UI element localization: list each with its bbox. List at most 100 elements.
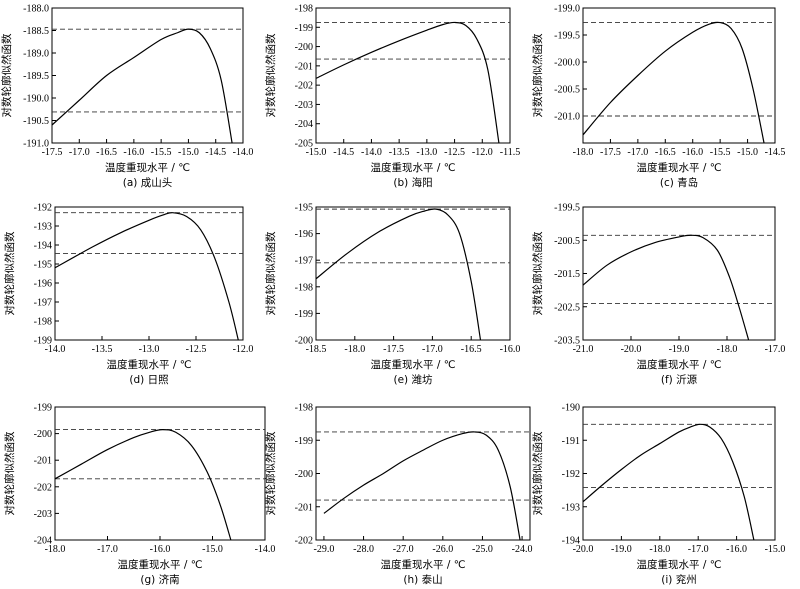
x-tick-label: -14.0 [255,544,276,555]
x-axis-label: 温度重现水平 / ℃ [106,358,191,371]
x-tick-label: -15.0 [202,544,223,555]
panel-caption: (f) 沂源 [661,373,698,386]
plot-frame [582,406,776,541]
y-tick-label: -189.0 [23,49,49,60]
y-tick-label: -200.5 [554,85,580,96]
chart-panel-6: -21.0 -20.0 -19.0 -18.0 -17.0 -199.5 -200.5 -20… [531,203,785,387]
y-tick-label: -203 [295,100,313,111]
y-tick-label: -188.5 [23,26,49,37]
x-tick-label: -15.0 [765,544,786,555]
y-tick-label: -198 [295,4,313,15]
x-tick-label: -13.5 [92,344,113,355]
y-tick-label: -198 [295,403,313,414]
likelihood-curve [51,28,233,144]
panel-caption: (e) 潍坊 [394,373,433,386]
y-tick-label: -203.5 [554,336,580,347]
x-tick-label: -16.0 [123,147,144,158]
x-axis-label: 温度重现水平 / ℃ [636,358,721,371]
y-tick-label: -199 [295,436,313,447]
panel-caption: (a) 成山头 [123,177,172,189]
plot-frame [51,7,244,144]
chart-panel-1: -17.5 -17.0 -16.5 -16.0 -15.5 -15.0 -14.5 -14.0… [0,4,253,190]
x-tick-label: -15.0 [306,147,327,158]
x-axis-label: 温度重现水平 / ℃ [105,161,190,174]
x-tick-label: -11.5 [500,147,520,158]
x-tick-label: -17.5 [383,344,404,355]
y-tick-label: -200 [295,336,313,347]
x-tick-label: -28.0 [353,544,374,555]
y-axis-label: 对数轮廓似然函数 [531,33,544,117]
x-tick-label: -27.0 [393,544,414,555]
chart-panel-5: -18.5 -18.0 -17.5 -17.0 -16.5 -16.0 -195 -196 -1… [264,203,520,387]
x-tick-label: -17.5 [600,147,621,158]
y-tick-label: -200.0 [554,58,580,69]
y-tick-label: -190.5 [23,116,49,127]
y-tick-label: -188.0 [23,4,49,15]
x-tick-label: -17.0 [688,544,709,555]
x-tick-label: -17.0 [627,147,648,158]
y-tick-label: -195 [34,260,52,271]
panel-caption: (b) 海阳 [393,176,432,189]
likelihood-curve [54,429,232,541]
x-tick-label: -18.0 [649,544,670,555]
y-tick-label: -203 [34,509,52,520]
likelihood-curve [315,21,500,144]
y-tick-label: -196 [34,279,52,290]
x-axis-label: 温度重现水平 / ℃ [370,358,455,371]
x-tick-label: -14.0 [45,344,66,355]
panel-caption: (i) 兖州 [661,573,696,586]
x-tick-label: -15.0 [178,147,199,158]
x-tick-label: -16.0 [500,344,521,355]
chart-panel-8: -29.0 -28.0 -27.0 -26.0 -25.0 -24.0 -198 -199 -2… [264,403,532,587]
likelihood-curve [582,21,765,144]
y-tick-label: -189.5 [23,71,49,82]
y-tick-label: -191 [562,436,580,447]
plot-frame [54,206,244,341]
y-tick-label: -196 [295,229,313,240]
x-axis-label: 温度重现水平 / ℃ [636,558,721,571]
likelihood-curve [315,208,482,341]
x-tick-label: -18.0 [344,344,365,355]
y-tick-label: -192 [34,203,52,214]
y-tick-label: -200 [295,42,313,53]
x-tick-label: -15.0 [737,147,758,158]
plot-frame [315,406,531,541]
y-tick-label: -190.0 [23,94,49,105]
y-tick-label: -200 [295,469,313,480]
y-tick-label: -190 [562,403,580,414]
x-tick-label: -26.0 [432,544,453,555]
chart-panel-3: -18.0 -17.5 -17.0 -16.5 -16.0 -15.5 -15.0 -14.5… [531,4,785,190]
likelihood-curve [582,234,750,341]
x-tick-label: -12.5 [444,147,465,158]
x-tick-label: -14.5 [333,147,354,158]
x-tick-label: -13.5 [389,147,410,158]
y-tick-label: -191.0 [23,139,49,150]
x-tick-label: -15.5 [710,147,731,158]
likelihood-curve [323,431,521,541]
y-tick-label: -202 [295,81,313,92]
x-tick-label: -17.0 [97,544,118,555]
x-tick-label: -16.0 [726,544,747,555]
y-tick-label: -202 [34,482,52,493]
y-tick-label: -205 [295,139,313,150]
x-tick-label: -16.5 [655,147,676,158]
x-tick-label: -14.0 [233,147,254,158]
y-axis-label: 对数轮廓似然函数 [264,231,277,315]
x-tick-label: -14.0 [361,147,382,158]
y-axis-label: 对数轮廓似然函数 [264,33,277,117]
x-tick-label: -16.5 [461,344,482,355]
y-tick-label: -194 [34,241,52,252]
x-tick-label: -29.0 [314,544,335,555]
panel-caption: (d) 日照 [129,374,169,386]
x-tick-label: -16.0 [150,544,171,555]
x-axis-label: 温度重现水平 / ℃ [636,161,721,174]
y-tick-label: -198 [295,282,313,293]
y-tick-label: -199 [295,23,313,34]
y-tick-label: -201 [295,61,313,72]
y-axis-label: 对数轮廓似然函数 [531,431,544,515]
panel-caption: (c) 青岛 [660,176,698,189]
likelihood-curve [54,212,239,341]
chart-panel-2: -15.0 -14.5 -14.0 -13.5 -13.0 -12.5 -12.0 -11.5… [264,4,520,190]
y-tick-label: -199 [295,309,313,320]
